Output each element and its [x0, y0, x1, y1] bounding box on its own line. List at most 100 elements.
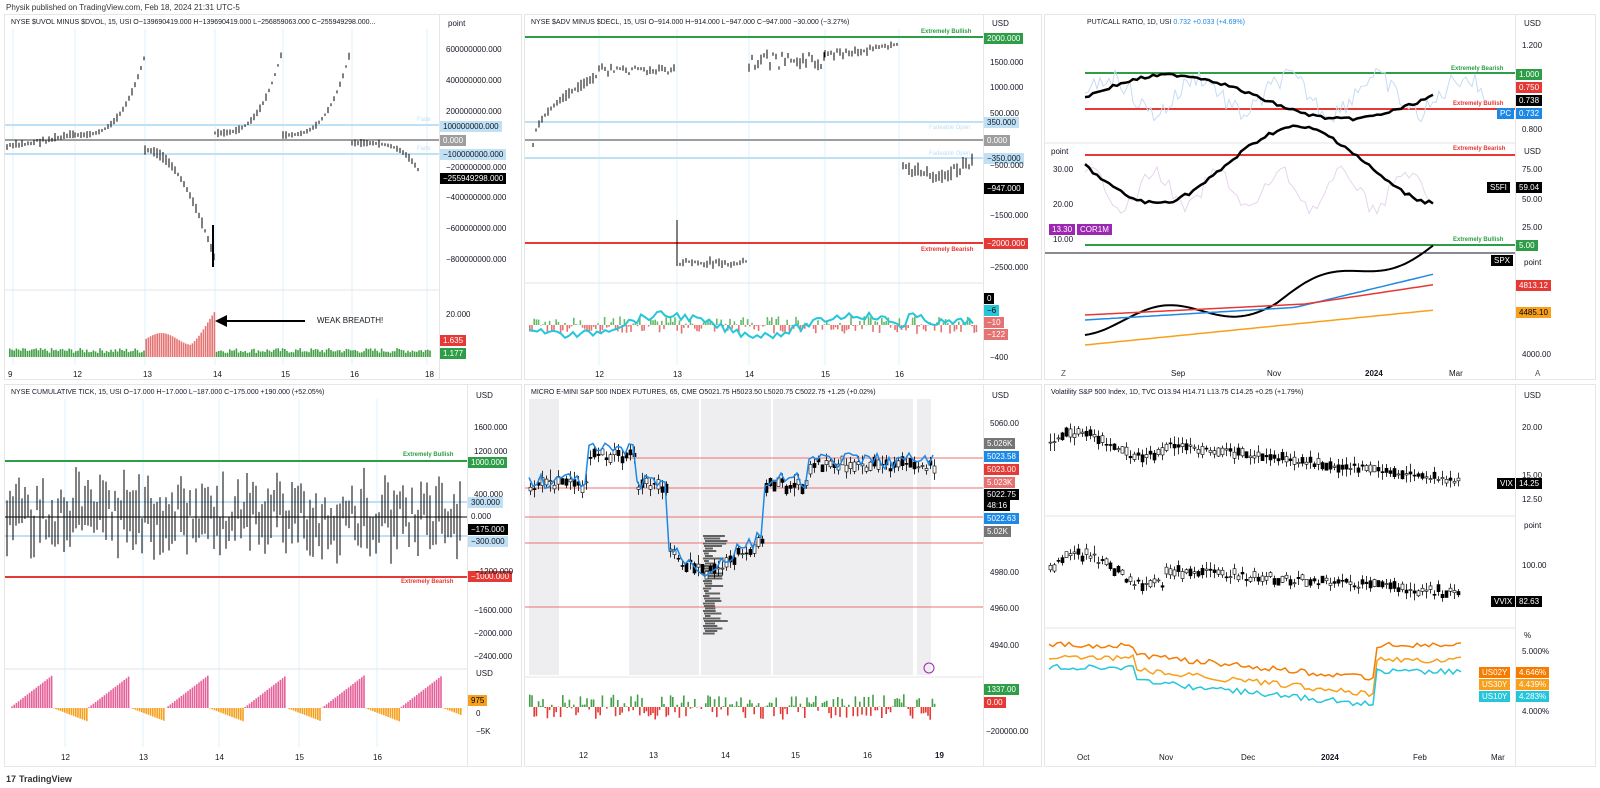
candle-body	[1412, 590, 1417, 594]
osc-bar	[632, 323, 634, 325]
osc-bar	[105, 351, 108, 357]
osc-bar	[171, 702, 174, 708]
osc-bar	[535, 707, 538, 717]
panel-title: MICRO E-MINI S&P 500 INDEX FUTURES, 65, …	[531, 389, 876, 396]
osc-bar	[68, 708, 70, 715]
candle-body	[1276, 578, 1281, 586]
osc-bar	[389, 708, 392, 718]
level-tag-up: 300.000	[468, 497, 503, 508]
price-axis[interactable]: USD 1.200 1.000 0.750 0.738 0.732 0.800 …	[1515, 15, 1595, 379]
osc-bar	[178, 340, 180, 357]
candle-body	[1272, 578, 1277, 585]
osc-bar	[676, 325, 678, 331]
osc-bar	[347, 349, 350, 357]
osc-bar	[231, 708, 233, 717]
corner-z-button[interactable]: Z	[1061, 369, 1066, 378]
price-axis[interactable]: USD 20.00 15.00 14.25 12.50 point 100.00…	[1515, 385, 1595, 766]
panel-volatility-yields[interactable]: Volatility S&P 500 Index, 1D, TVC O13.94…	[1044, 384, 1596, 767]
candle-body	[1052, 441, 1057, 443]
candle-body	[1452, 590, 1457, 594]
candle-body	[1132, 584, 1137, 586]
candle-body	[596, 453, 601, 456]
candle-body	[1224, 448, 1229, 451]
osc-bar	[691, 323, 694, 325]
price-axis[interactable]: USD 1600.000 1200.000 1000.000 400.000 3…	[467, 385, 521, 766]
osc-bar	[28, 350, 31, 357]
osc-bar	[931, 698, 934, 707]
osc-bar	[24, 696, 26, 708]
y-tick: 600000000.000	[446, 45, 502, 54]
tradingview-footer[interactable]: 17 TradingView	[6, 774, 72, 784]
panel-uvol-dvol[interactable]: NYSE $UVOL MINUS $DVOL, 15, USI O−139690…	[4, 14, 522, 380]
osc-bar	[323, 352, 326, 357]
osc-bar	[658, 325, 661, 333]
osc-bar	[746, 319, 749, 325]
panel-cumulative-tick[interactable]: NYSE CUMULATIVE TICK, 15, USI O−17.000 H…	[4, 384, 522, 767]
osc-bar	[90, 351, 92, 357]
osc-bar	[226, 352, 229, 357]
candle-body	[1252, 571, 1257, 578]
osc-bar	[103, 695, 106, 708]
osc-bar	[689, 318, 692, 325]
y-tick: 5.000%	[1522, 647, 1550, 656]
osc-bar	[555, 707, 557, 713]
zone-label-bearish: Extremely Bearish	[1453, 146, 1506, 152]
panel-adv-decl[interactable]: NYSE $ADV MINUS $DECL, 15, USI O−914.000…	[524, 14, 1042, 380]
osc-bar	[94, 702, 97, 708]
osc-bar	[863, 316, 865, 325]
osc-bar	[64, 350, 66, 357]
candle-body	[1424, 476, 1429, 479]
candle-body	[1312, 463, 1317, 468]
osc-bar	[551, 704, 553, 707]
osc-bar	[971, 325, 973, 327]
candle-body	[1384, 583, 1389, 585]
candle-body	[1168, 442, 1173, 445]
us02y-line	[1048, 641, 1462, 681]
osc-bar	[892, 706, 894, 707]
osc-bar	[852, 707, 854, 717]
candle-body	[1180, 571, 1185, 579]
osc-bar	[784, 707, 786, 709]
osc-bar	[350, 685, 352, 708]
corner-a-button[interactable]: A	[1535, 369, 1541, 378]
candle-body	[828, 460, 833, 468]
osc-bar	[440, 676, 442, 708]
price-axis[interactable]: USD 2000.000 1500.000 1000.000 500.000 3…	[983, 15, 1041, 379]
panel-mes-futures[interactable]: MICRO E-MINI S&P 500 INDEX FUTURES, 65, …	[524, 384, 1042, 767]
x-tick: 13	[673, 370, 682, 379]
osc-bar	[810, 703, 813, 707]
candle-body	[1304, 579, 1309, 587]
panel-putcall-breadth-spx[interactable]: PUT/CALL RATIO, 1D, USI 0.732 +0.033 (+4…	[1044, 14, 1596, 380]
x-tick: Mar	[1449, 369, 1463, 378]
candle-body	[876, 459, 881, 470]
price-axis[interactable]: point 600000000.000 400000000.000 200000…	[439, 15, 521, 379]
osc-bar	[911, 317, 914, 325]
candle-body	[1452, 481, 1457, 484]
candle-body	[1372, 465, 1377, 473]
y-tick: −2500.000	[990, 263, 1029, 272]
price-axis[interactable]: USD 5060.00 5.026K 5023.58 5023.00 5.023…	[983, 385, 1041, 766]
zone-label-bullish: Extremely Bullish	[1453, 101, 1504, 107]
osc-bar	[420, 691, 422, 708]
osc-bar	[288, 708, 290, 709]
osc-bar	[573, 704, 575, 707]
osc-bar	[435, 679, 438, 708]
price-tag: 5.026K	[984, 438, 1016, 449]
candle-body	[1408, 589, 1413, 591]
candle-body	[1284, 574, 1289, 579]
spx-ma-mid	[1084, 284, 1434, 316]
osc-bar	[584, 325, 586, 329]
osc-bar	[753, 325, 755, 330]
level-tag-bearish: −1000.000	[468, 571, 513, 582]
us10y-line	[1048, 663, 1462, 707]
osc-bar	[70, 349, 73, 357]
osc-bar	[656, 707, 659, 716]
panel-title-values: 0.732 +0.033 (+4.69%)	[1173, 19, 1245, 26]
osc-bar	[751, 322, 753, 325]
osc-bar	[628, 325, 630, 327]
osc-bar	[187, 690, 189, 708]
osc-bar	[922, 325, 925, 330]
osc-bar	[273, 349, 275, 357]
candle-body	[1332, 465, 1337, 468]
osc-bar	[279, 351, 282, 357]
